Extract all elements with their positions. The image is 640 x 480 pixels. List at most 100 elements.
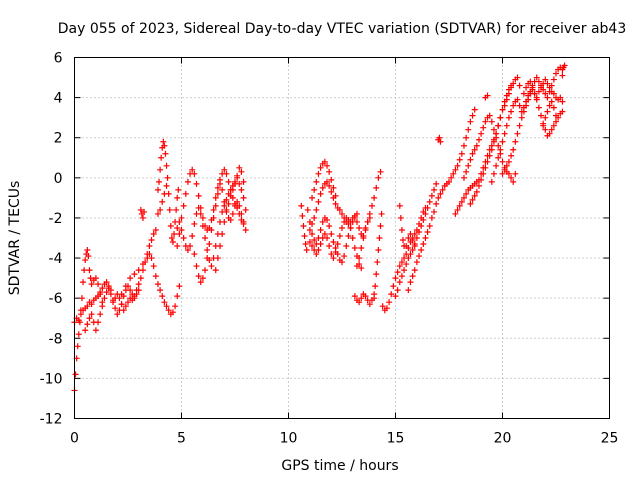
data-point [418, 247, 425, 254]
data-point [493, 162, 500, 169]
data-point [542, 114, 549, 121]
y-tick-label: 4 [54, 91, 63, 107]
data-point [467, 156, 474, 163]
data-point [306, 226, 313, 233]
data-point [540, 122, 547, 129]
data-point [529, 84, 536, 91]
data-point [463, 168, 470, 175]
x-tick-label: 5 [177, 431, 186, 447]
data-point [478, 170, 485, 177]
data-point [499, 158, 506, 165]
data-point [92, 275, 99, 282]
data-point [523, 84, 530, 91]
data-point [242, 206, 249, 213]
data-point [469, 112, 476, 119]
data-point [501, 130, 508, 137]
data-point [426, 222, 433, 229]
data-point [533, 74, 540, 81]
data-point [324, 162, 331, 169]
data-point [227, 216, 234, 223]
data-point [512, 170, 519, 177]
data-point [505, 170, 512, 177]
data-point [133, 291, 140, 298]
y-tick-label: 2 [54, 131, 63, 147]
data-point [148, 237, 155, 244]
data-point [195, 192, 202, 199]
data-point [95, 319, 102, 326]
data-point [550, 104, 557, 111]
data-point [375, 174, 382, 181]
data-point [538, 112, 545, 119]
data-point [199, 214, 206, 221]
data-point [409, 237, 416, 244]
data-point [187, 243, 194, 250]
data-point [376, 235, 383, 241]
data-point [343, 243, 350, 250]
data-point [392, 293, 399, 300]
data-point [178, 226, 185, 233]
data-point [383, 305, 390, 312]
y-tick-label: 0 [54, 171, 63, 187]
data-point [454, 162, 461, 169]
data-point [103, 279, 110, 286]
data-point [463, 134, 470, 141]
data-point [518, 114, 525, 121]
data-point [86, 315, 93, 322]
y-axis-label: SDTVAR / TECUs [7, 181, 23, 296]
data-point [531, 90, 538, 97]
data-point [82, 257, 89, 264]
data-point [137, 206, 144, 213]
data-point [169, 239, 176, 246]
data-point [416, 228, 423, 235]
data-point [403, 243, 410, 250]
data-point [467, 118, 474, 125]
data-point [191, 220, 198, 227]
data-point [299, 212, 306, 219]
data-point [401, 267, 408, 274]
data-point [75, 331, 82, 338]
data-point [309, 243, 316, 250]
data-point [553, 118, 559, 125]
data-point [533, 94, 540, 101]
data-point [486, 146, 493, 153]
data-point [422, 235, 429, 241]
data-point [542, 76, 549, 83]
data-point [377, 222, 384, 229]
data-point [514, 74, 521, 81]
data-point [173, 206, 180, 213]
data-point [122, 283, 129, 290]
data-point [378, 210, 385, 217]
y-tick-label: 6 [54, 51, 63, 67]
data-point [214, 190, 221, 197]
data-point [493, 134, 500, 141]
data-point [315, 247, 322, 254]
x-tick-label: 15 [387, 431, 405, 447]
y-tick-label: -10 [40, 371, 63, 387]
data-point [358, 265, 365, 272]
data-point [82, 327, 89, 334]
data-point [433, 180, 440, 187]
data-point [139, 214, 146, 221]
data-point [139, 261, 146, 268]
data-point [78, 295, 85, 302]
data-point [373, 271, 380, 278]
data-point [437, 138, 444, 145]
data-point [219, 186, 226, 193]
data-point [465, 126, 472, 133]
data-point [514, 96, 521, 103]
data-point [535, 78, 542, 85]
data-point [313, 251, 320, 258]
data-point [484, 152, 491, 159]
data-point [311, 237, 318, 244]
y-tick-label: -2 [49, 211, 63, 227]
data-point [418, 222, 425, 229]
data-point [214, 184, 221, 191]
data-point [510, 80, 517, 87]
data-point [321, 230, 328, 237]
data-point [339, 259, 345, 266]
data-point [148, 255, 155, 262]
data-point [221, 218, 228, 225]
data-point [544, 80, 551, 87]
data-point [180, 235, 187, 241]
data-point [162, 150, 169, 157]
